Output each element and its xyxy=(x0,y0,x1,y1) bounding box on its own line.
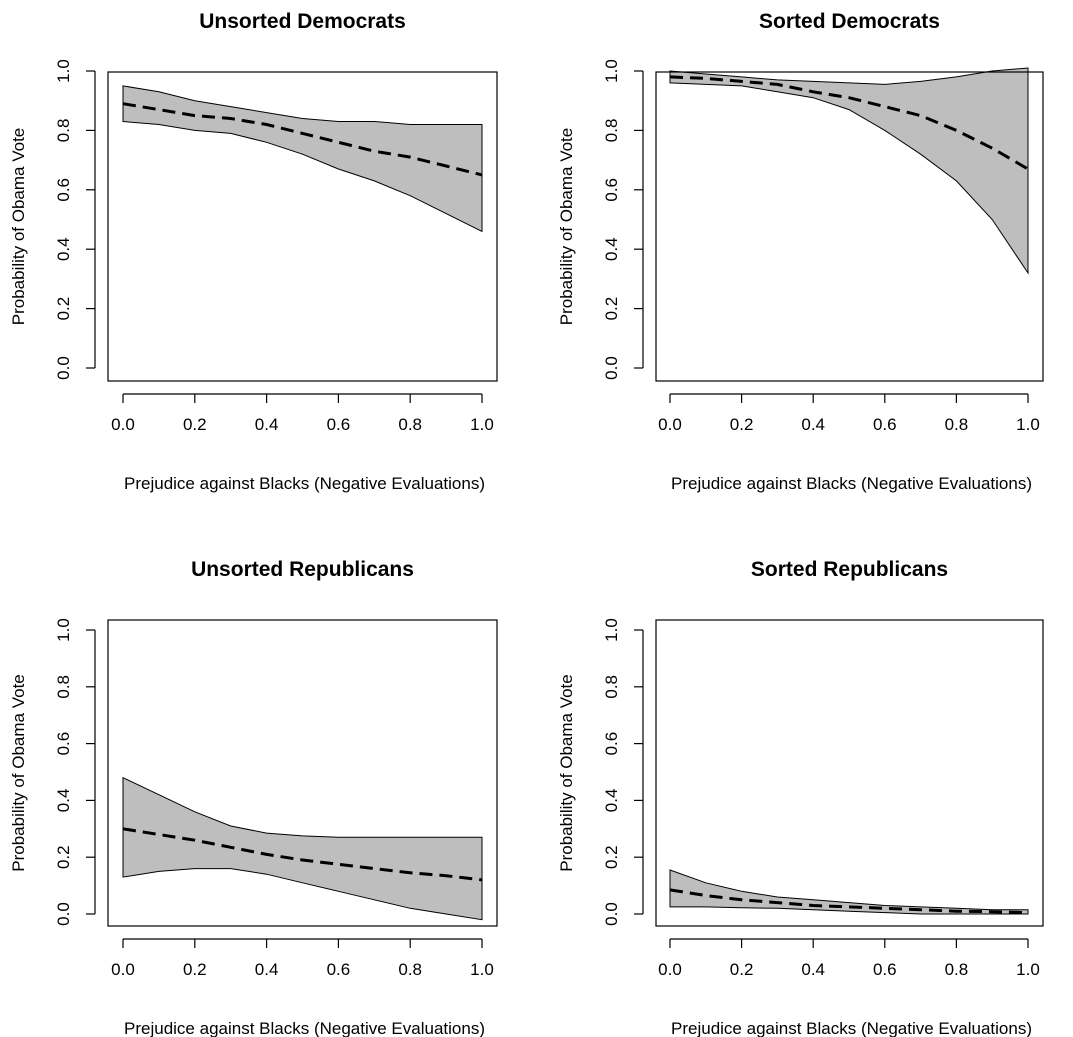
x-tick-label: 1.0 xyxy=(470,960,494,979)
panel-title: Sorted Republicans xyxy=(751,558,948,581)
x-tick-label: 0.8 xyxy=(398,415,422,434)
y-tick-label: 0.2 xyxy=(54,845,73,869)
y-tick-label: 0.6 xyxy=(602,178,621,202)
y-tick-label: 0.6 xyxy=(54,732,73,756)
x-tick-label: 1.0 xyxy=(1016,415,1040,434)
y-tick-label: 0.6 xyxy=(54,178,73,202)
y-tick-label: 0.0 xyxy=(54,356,73,380)
x-tick-label: 0.2 xyxy=(183,415,207,434)
y-tick-label: 1.0 xyxy=(602,618,621,642)
x-tick-label: 0.0 xyxy=(111,415,135,434)
panel-title: Unsorted Republicans xyxy=(191,558,414,581)
panel-1: Sorted Democrats 0.0 0.2 0.4 0.6 0.8 1.0 Prejud… xyxy=(557,10,1044,493)
x-tick-label: 0.4 xyxy=(255,415,279,434)
x-tick-label: 0.8 xyxy=(945,960,969,979)
confidence-band xyxy=(122,85,483,233)
panel-2: Unsorted Republicans 0.0 0.2 0.4 0.6 0.8 1.0 Pr… xyxy=(9,558,498,1037)
estimate-line xyxy=(122,827,483,882)
estimate-line xyxy=(122,102,483,177)
estimate-line xyxy=(669,888,1029,915)
y-axis-label: Probability of Obama Vote xyxy=(9,674,28,872)
plot-frame xyxy=(655,71,1044,382)
x-axis-label: Prejudice against Blacks (Negative Evalu… xyxy=(671,474,1032,493)
x-tick-label: 0.2 xyxy=(730,960,754,979)
y-tick-label: 0.2 xyxy=(602,297,621,321)
x-tick-label: 0.6 xyxy=(873,960,897,979)
plot-frame xyxy=(107,71,498,382)
confidence-band xyxy=(669,67,1029,275)
y-tick-label: 0.2 xyxy=(54,297,73,321)
x-tick-label: 0.6 xyxy=(327,415,351,434)
y-tick-label: 0.2 xyxy=(602,845,621,869)
y-tick-label: 0.4 xyxy=(602,237,621,261)
x-tick-label: 0.4 xyxy=(801,960,825,979)
x-tick-label: 0.0 xyxy=(658,415,682,434)
x-tick-label: 0.4 xyxy=(801,415,825,434)
x-tick-label: 0.6 xyxy=(873,415,897,434)
x-tick-label: 0.8 xyxy=(945,415,969,434)
panel-title: Unsorted Democrats xyxy=(199,10,406,33)
x-tick-label: 1.0 xyxy=(470,415,494,434)
x-axis-label: Prejudice against Blacks (Negative Evalu… xyxy=(124,474,485,493)
y-axis-label: Probability of Obama Vote xyxy=(557,674,576,872)
y-tick-label: 0.8 xyxy=(602,675,621,699)
x-axis-label: Prejudice against Blacks (Negative Evalu… xyxy=(124,1019,485,1037)
x-tick-label: 0.4 xyxy=(255,960,279,979)
y-tick-label: 0.4 xyxy=(54,789,73,813)
confidence-band xyxy=(122,776,483,921)
plot-frame xyxy=(655,619,1044,927)
panel-3: Sorted Republicans 0.0 0.2 0.4 0.6 0.8 1.0 Prej… xyxy=(557,558,1044,1037)
x-axis-label: Prejudice against Blacks (Negative Evalu… xyxy=(671,1019,1032,1037)
confidence-band xyxy=(669,869,1029,915)
plot-frame xyxy=(107,619,498,927)
y-tick-label: 0.0 xyxy=(602,356,621,380)
y-tick-label: 0.8 xyxy=(54,675,73,699)
y-tick-label: 0.0 xyxy=(54,902,73,926)
y-tick-label: 1.0 xyxy=(602,59,621,83)
y-tick-label: 0.4 xyxy=(602,789,621,813)
x-tick-label: 0.2 xyxy=(730,415,754,434)
x-tick-label: 0.2 xyxy=(183,960,207,979)
y-tick-label: 0.8 xyxy=(602,119,621,143)
x-tick-label: 0.6 xyxy=(327,960,351,979)
y-tick-label: 1.0 xyxy=(54,59,73,83)
y-tick-label: 0.0 xyxy=(602,902,621,926)
panel-title: Sorted Democrats xyxy=(759,10,940,33)
x-tick-label: 0.8 xyxy=(398,960,422,979)
y-tick-label: 0.8 xyxy=(54,119,73,143)
y-axis-label: Probability of Obama Vote xyxy=(557,128,576,326)
y-tick-label: 1.0 xyxy=(54,618,73,642)
y-tick-label: 0.6 xyxy=(602,732,621,756)
estimate-line xyxy=(669,75,1029,171)
x-tick-label: 0.0 xyxy=(111,960,135,979)
panel-0: Unsorted Democrats 0.0 0.2 0.4 0.6 0.8 1.0 Prej… xyxy=(9,10,498,493)
x-tick-label: 0.0 xyxy=(658,960,682,979)
y-axis-label: Probability of Obama Vote xyxy=(9,128,28,326)
x-tick-label: 1.0 xyxy=(1016,960,1040,979)
y-tick-label: 0.4 xyxy=(54,237,73,261)
